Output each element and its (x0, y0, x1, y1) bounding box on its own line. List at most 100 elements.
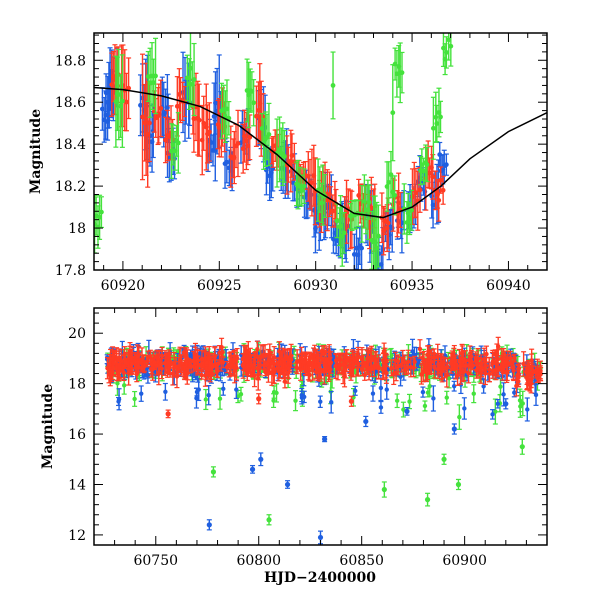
data-point (224, 364, 230, 370)
data-point (366, 199, 372, 205)
data-point (196, 117, 202, 123)
data-point (389, 365, 394, 371)
data-point (140, 114, 145, 120)
data-point (421, 168, 427, 174)
data-point (334, 218, 340, 224)
data-point (511, 368, 516, 373)
data-point (457, 414, 462, 420)
data-point (242, 133, 247, 139)
data-point (412, 359, 417, 365)
data-point (378, 405, 384, 410)
x-tick-label: 60940 (486, 278, 531, 294)
data-point (197, 351, 202, 356)
data-point (501, 392, 506, 397)
y-tick-label: 18.6 (55, 95, 86, 111)
data-point (427, 384, 432, 389)
data-point (329, 400, 334, 405)
data-point (422, 403, 428, 409)
data-point (238, 392, 244, 397)
top-panel: 60920 60925 60930 60935 60940 17.8 18 18.2 18.4 1… (28, 32, 548, 294)
data-point (436, 197, 442, 203)
top-plot-frame (93, 32, 548, 271)
data-point (353, 388, 358, 394)
data-point (351, 252, 357, 257)
data-point (181, 350, 187, 355)
data-point (462, 406, 467, 411)
data-point (438, 114, 443, 120)
data-point (430, 174, 436, 180)
y-tick-label: 18.4 (55, 137, 86, 153)
data-point (251, 100, 257, 106)
data-point (138, 102, 143, 108)
data-point (444, 395, 449, 400)
data-point (417, 187, 423, 193)
data-point (330, 208, 336, 214)
y-tick-label: 17.8 (55, 263, 86, 279)
data-point (446, 375, 452, 381)
data-point (174, 103, 180, 109)
data-point (299, 188, 305, 193)
data-point (438, 177, 444, 183)
data-point (512, 390, 517, 395)
data-point (424, 162, 430, 167)
data-point (266, 358, 272, 363)
data-point (217, 396, 223, 401)
y-tick-label: 18 (68, 221, 86, 237)
data-point (330, 83, 336, 88)
data-point (224, 159, 230, 165)
top-data-points (94, 33, 454, 270)
data-point (319, 200, 325, 206)
data-point (431, 396, 436, 401)
x-tick-label: 60925 (197, 278, 242, 294)
data-point (170, 142, 176, 148)
data-point (121, 383, 127, 388)
bottom-dense-band (104, 336, 544, 430)
data-point (440, 187, 446, 193)
data-point (156, 111, 162, 116)
data-point (99, 209, 104, 215)
data-point (119, 98, 125, 104)
data-point (493, 409, 498, 414)
data-point (471, 391, 476, 396)
data-point (132, 396, 137, 402)
data-point (446, 37, 452, 43)
data-point (409, 207, 414, 213)
data-point (333, 363, 338, 369)
data-point (206, 392, 211, 398)
data-point (317, 187, 323, 192)
data-point (282, 154, 287, 159)
data-point (266, 132, 272, 137)
data-point (386, 179, 392, 185)
data-point (498, 384, 503, 389)
data-point (378, 385, 384, 391)
data-point (341, 230, 347, 236)
data-point (175, 140, 181, 146)
x-tick-label: 60920 (101, 278, 146, 294)
data-point (394, 398, 400, 403)
data-point (235, 141, 241, 146)
data-point (115, 381, 120, 386)
data-point (434, 121, 440, 126)
top-axis-ticks: 60920 60925 60930 60935 60940 17.8 18 18.2 18.4 1… (55, 33, 548, 294)
data-point (359, 245, 365, 251)
data-point (410, 349, 415, 354)
data-point (517, 398, 523, 403)
data-point (126, 85, 132, 91)
top-plot-area (94, 33, 547, 270)
data-point (289, 153, 295, 158)
data-point (221, 386, 226, 392)
data-point (191, 77, 197, 82)
data-point (420, 389, 426, 395)
data-point (184, 75, 190, 81)
data-point (407, 399, 412, 404)
data-point (376, 233, 381, 239)
data-point (158, 105, 164, 111)
data-point (389, 225, 395, 231)
data-point (533, 392, 539, 398)
data-point (294, 365, 299, 370)
data-point (234, 387, 239, 392)
data-point (274, 390, 279, 396)
data-point (495, 401, 501, 406)
data-point (124, 99, 129, 105)
data-point (147, 120, 152, 126)
